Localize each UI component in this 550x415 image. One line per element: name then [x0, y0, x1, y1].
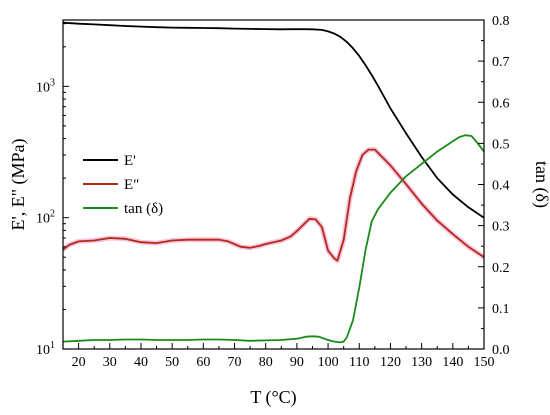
y-right-tick-label: 0.2	[492, 261, 510, 276]
x-tick-label: 40	[134, 355, 148, 370]
x-axis-title: T (°C)	[250, 387, 296, 408]
x-tick-label: 110	[349, 355, 369, 370]
x-tick-label: 30	[103, 355, 117, 370]
x-tick-label: 130	[411, 355, 432, 370]
x-tick-label: 120	[380, 355, 401, 370]
y-right-tick-label: 0.7	[492, 55, 510, 70]
y-right-tick-label: 0.3	[492, 220, 510, 235]
x-tick-label: 70	[228, 355, 242, 370]
y-left-axis-title: E', E" (MPa)	[8, 138, 29, 230]
y-left-tick-label: 103	[36, 77, 55, 95]
legend-label: E'	[124, 153, 136, 169]
y-left-tick-label: 102	[36, 209, 55, 227]
y-right-tick-label: 0.1	[492, 302, 510, 317]
series-line	[62, 21, 485, 219]
x-tick-label: 60	[196, 355, 210, 370]
x-tick-label: 20	[72, 355, 86, 370]
x-tick-label: 100	[318, 355, 339, 370]
x-tick-label: 140	[442, 355, 463, 370]
x-tick-label: 50	[165, 355, 179, 370]
x-tick-label: 80	[259, 355, 273, 370]
y-right-tick-label: 0.5	[492, 137, 510, 152]
y-right-tick-label: 0.0	[492, 343, 510, 358]
y-right-axis-title: tan (δ)	[531, 161, 550, 208]
series-line	[62, 148, 485, 262]
y-right-tick-label: 0.8	[492, 14, 510, 29]
legend-label: E"	[124, 177, 139, 193]
y-right-tick-label: 0.6	[492, 96, 510, 111]
x-tick-label: 90	[290, 355, 304, 370]
legend: E' E" tan (δ)	[83, 153, 163, 217]
series-line	[62, 134, 485, 344]
legend-label: tan (δ)	[124, 201, 163, 217]
y-right-tick-label: 0.4	[492, 179, 510, 194]
y-left-tick-label: 101	[36, 340, 55, 358]
x-tick-label: 150	[474, 355, 495, 370]
